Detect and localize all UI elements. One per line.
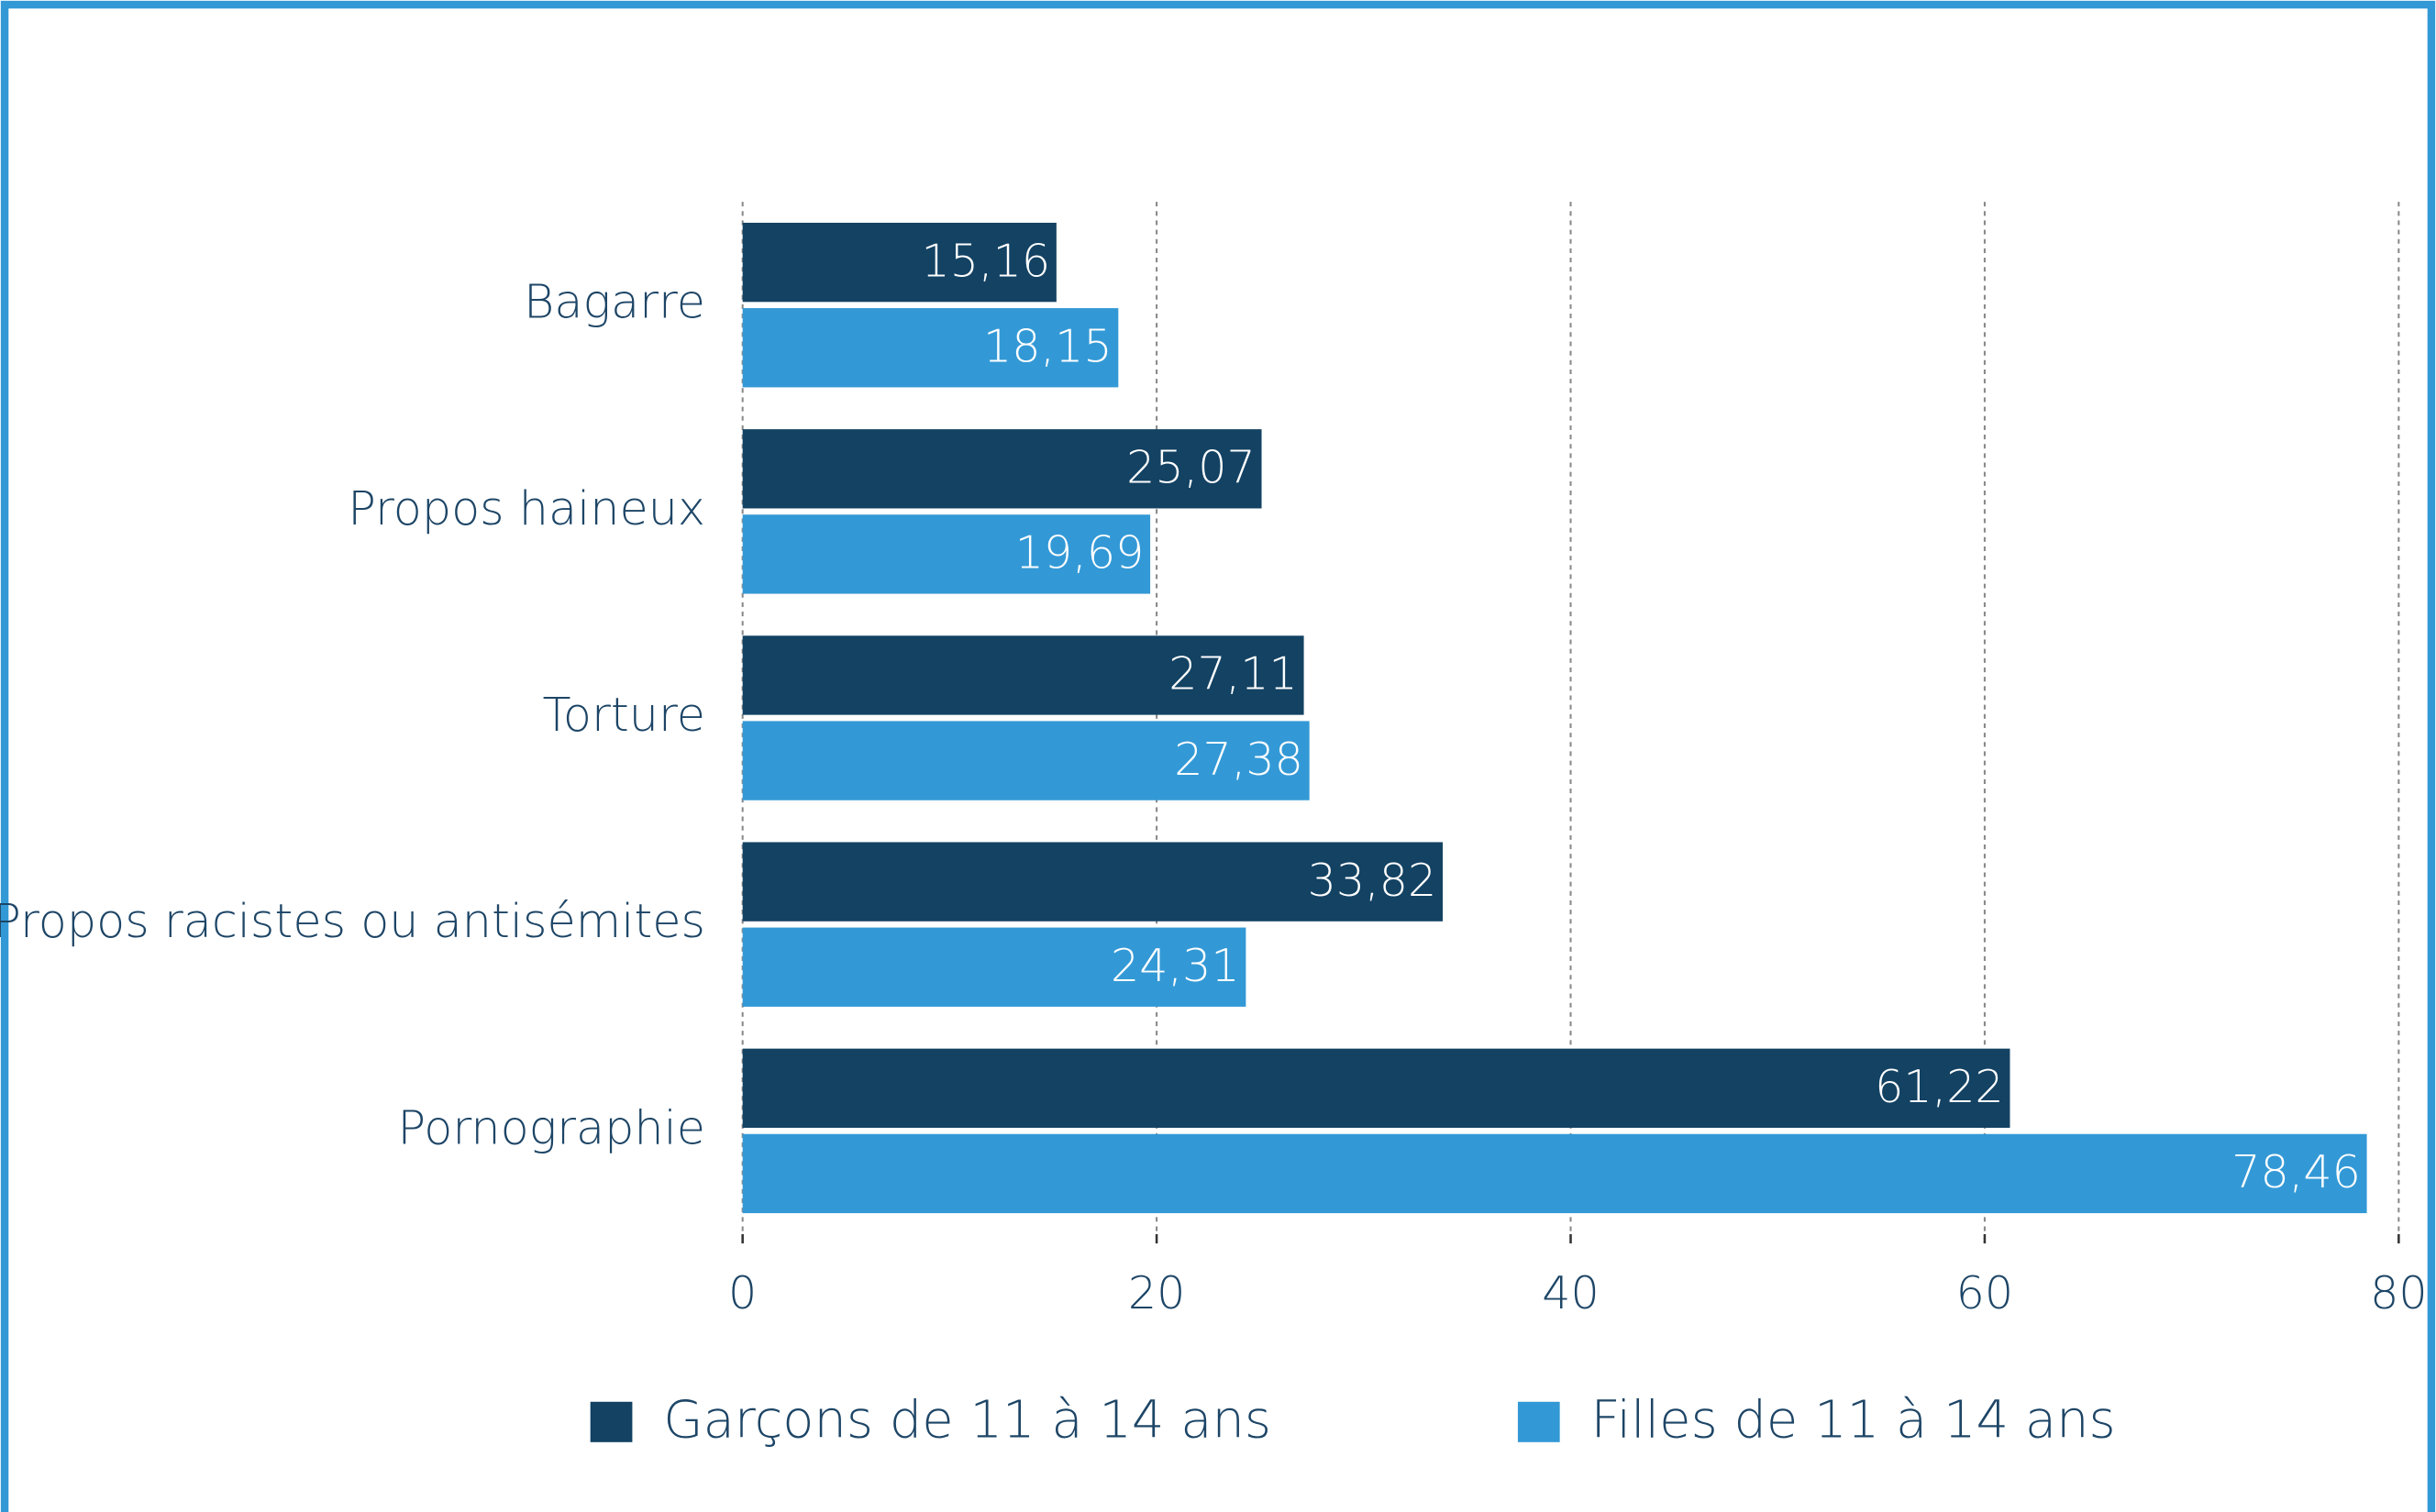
bar <box>742 635 1304 715</box>
bar <box>742 514 1151 594</box>
legend-label: Garçons de 11 à 14 ans <box>663 1391 1271 1451</box>
data-label: 61,22 <box>1875 1060 2004 1113</box>
category-label: Propos haineux <box>348 481 705 535</box>
data-label: 18,15 <box>983 319 1113 372</box>
bar <box>742 429 1262 509</box>
data-label: 27,11 <box>1168 647 1298 701</box>
legend-swatch <box>590 1401 633 1442</box>
bar <box>742 721 1310 800</box>
x-tick-label: 20 <box>1128 1266 1186 1319</box>
bar <box>742 1133 2367 1214</box>
data-label: 24,31 <box>1111 939 1240 992</box>
data-label: 19,69 <box>1015 526 1145 579</box>
category-label: Pornographie <box>397 1100 705 1154</box>
data-label: 78,46 <box>2231 1145 2361 1198</box>
x-tick-label: 60 <box>1956 1266 2014 1319</box>
data-label: 15,16 <box>921 234 1050 287</box>
data-label: 33,82 <box>1308 854 1437 907</box>
category-label: Propos racistes ou antisémites <box>0 894 705 948</box>
x-tick-label: 80 <box>2370 1266 2428 1319</box>
bar <box>742 222 1057 303</box>
legend-label: Filles de 11 à 14 ans <box>1591 1391 2116 1451</box>
x-tick-label: 0 <box>728 1266 757 1319</box>
bar <box>742 308 1119 388</box>
bar <box>742 1048 2010 1128</box>
category-label: Bagarre <box>524 275 705 329</box>
bar <box>742 842 1444 922</box>
legend-swatch <box>1517 1401 1560 1442</box>
data-label: 25,07 <box>1126 440 1256 493</box>
category-label: Torture <box>542 688 705 742</box>
x-tick-label: 40 <box>1542 1266 1600 1319</box>
bar <box>742 927 1246 1007</box>
data-label: 27,38 <box>1174 733 1303 786</box>
